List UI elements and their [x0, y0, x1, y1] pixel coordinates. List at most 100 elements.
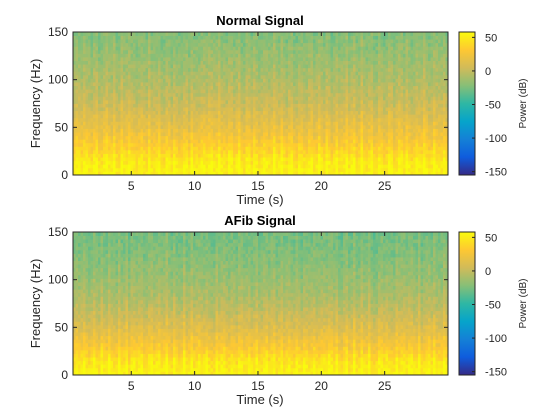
- spectrogram-cell: [320, 160, 324, 165]
- spectrogram-cell: [248, 142, 251, 147]
- spectrogram-cell: [305, 92, 309, 97]
- spectrogram-cell: [315, 160, 319, 165]
- spectrogram-cell: [355, 124, 359, 129]
- spectrogram-cell: [353, 128, 356, 133]
- spectrogram-cell: [105, 157, 109, 162]
- spectrogram-cell: [180, 128, 184, 133]
- spectrogram-cell: [330, 128, 334, 133]
- spectrogram-cell: [295, 46, 299, 51]
- spectrogram-cell: [140, 64, 144, 69]
- spectrogram-cell: [323, 60, 326, 65]
- spectrogram-cell: [110, 67, 114, 72]
- spectrogram-cell: [260, 114, 264, 119]
- spectrogram-cell: [165, 99, 169, 104]
- spectrogram-cell: [88, 149, 91, 154]
- spectrogram-cell: [383, 96, 386, 101]
- spectrogram-cell: [285, 128, 289, 133]
- spectrogram-cell: [173, 110, 176, 115]
- spectrogram-cell: [285, 142, 289, 147]
- spectrogram-cell: [188, 142, 191, 147]
- spectrogram-cell: [73, 60, 76, 65]
- spectrogram-cell: [190, 39, 194, 44]
- spectrogram-cell: [113, 49, 116, 54]
- spectrogram-cell: [333, 124, 336, 129]
- spectrogram-cell: [118, 117, 121, 122]
- spectrogram-cell: [373, 167, 376, 172]
- spectrogram-cell: [143, 135, 146, 140]
- spectrogram-cell: [310, 160, 314, 165]
- spectrogram-cell: [370, 96, 374, 101]
- spectrogram-cell: [293, 124, 296, 129]
- spectrogram-cell: [143, 67, 146, 72]
- spectrogram-cell: [323, 107, 326, 112]
- spectrogram-cell: [333, 89, 336, 94]
- spectrogram-cell: [175, 74, 179, 79]
- spectrogram-cell: [298, 35, 301, 40]
- spectrogram-cell: [230, 82, 234, 87]
- spectrogram-cell: [258, 132, 261, 137]
- spectrogram-cell: [280, 78, 284, 83]
- spectrogram-cell: [293, 32, 296, 36]
- spectrogram-cell: [350, 164, 354, 169]
- spectrogram-cell: [223, 132, 226, 137]
- spectrogram-cell: [133, 164, 136, 169]
- spectrogram-cell: [343, 82, 346, 87]
- spectrogram-cell: [185, 57, 189, 61]
- spectrogram-cell: [338, 167, 341, 172]
- spectrogram-cell: [313, 49, 316, 54]
- spectrogram-cell: [240, 160, 244, 165]
- spectrogram-cell: [105, 85, 109, 90]
- spectrogram-cell: [170, 139, 174, 144]
- spectrogram-cell: [278, 103, 281, 108]
- spectrogram-cell: [310, 35, 314, 40]
- spectrogram-cell: [110, 85, 114, 90]
- spectrogram-cell: [328, 117, 331, 122]
- spectrogram-cell: [133, 32, 136, 36]
- spectrogram-cell: [185, 71, 189, 76]
- spectrogram-cell: [105, 92, 109, 97]
- spectrogram-cell: [80, 139, 84, 144]
- spectrogram-cell: [218, 67, 221, 72]
- spectrogram-cell: [378, 128, 381, 133]
- spectrogram-cell: [285, 46, 289, 51]
- spectrogram-cell: [243, 49, 246, 54]
- spectrogram-cell: [150, 135, 154, 140]
- spectrogram-cell: [270, 164, 274, 169]
- spectrogram-cell: [220, 46, 224, 51]
- spectrogram-cell: [135, 114, 139, 119]
- spectrogram-cell: [253, 142, 256, 147]
- spectrogram-cell: [88, 171, 91, 176]
- spectrogram-cell: [120, 121, 124, 126]
- spectrogram-cell: [328, 32, 331, 36]
- spectrogram-cell: [88, 124, 91, 129]
- spectrogram-cell: [138, 171, 141, 176]
- spectrogram-cell: [253, 53, 256, 58]
- spectrogram-cell: [128, 96, 131, 101]
- spectrogram-cell: [115, 164, 119, 169]
- spectrogram-cell: [325, 142, 329, 147]
- spectrogram-cell: [293, 89, 296, 94]
- spectrogram-cell: [103, 117, 106, 122]
- spectrogram-cell: [330, 139, 334, 144]
- spectrogram-cell: [228, 82, 231, 87]
- spectrogram-cell: [305, 85, 309, 90]
- spectrogram-cell: [350, 103, 354, 108]
- spectrogram-cell: [195, 117, 199, 122]
- spectrogram-cell: [193, 103, 196, 108]
- spectrogram-cell: [190, 124, 194, 129]
- spectrogram-cell: [190, 121, 194, 126]
- spectrogram-cell: [163, 107, 166, 112]
- spectrogram-cell: [333, 146, 336, 151]
- spectrogram-cell: [215, 117, 219, 122]
- spectrogram-cell: [318, 35, 321, 40]
- spectrogram-cell: [183, 146, 186, 151]
- spectrogram-cell: [343, 60, 346, 65]
- spectrogram-cell: [265, 139, 269, 144]
- spectrogram-cell: [273, 149, 276, 154]
- spectrogram-cell: [118, 67, 121, 72]
- spectrogram-cell: [113, 142, 116, 147]
- spectrogram-cell: [245, 96, 249, 101]
- spectrogram-cell: [335, 146, 339, 151]
- spectrogram-cell: [215, 42, 219, 47]
- spectrogram-cell: [213, 35, 216, 40]
